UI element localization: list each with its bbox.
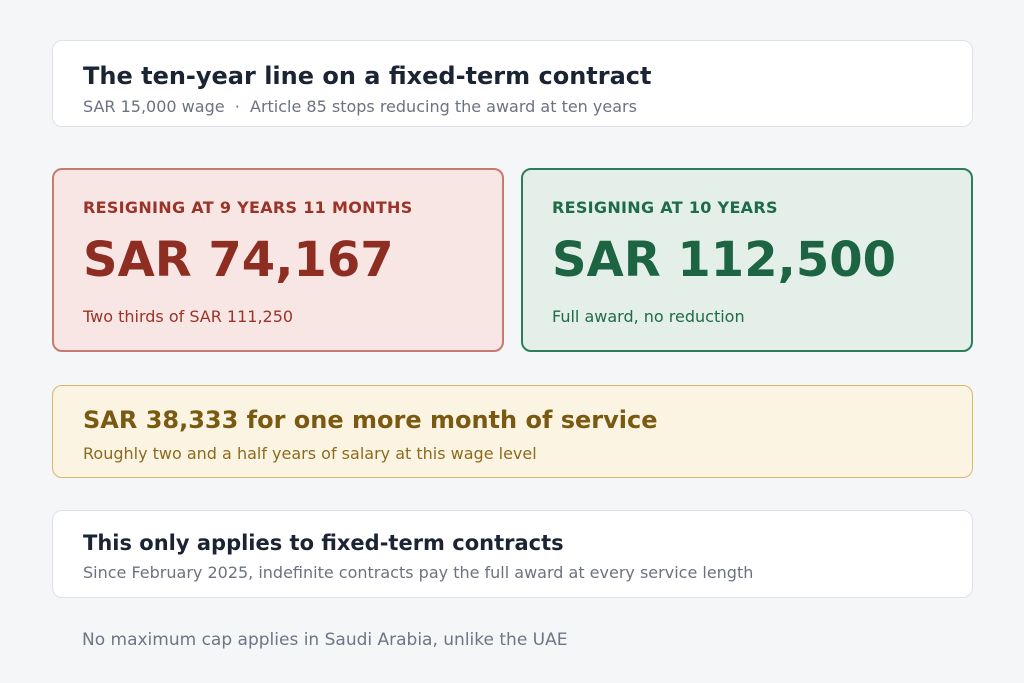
difference-card: SAR 38,333 for one more month of service… xyxy=(52,385,973,478)
difference-subtitle: Roughly two and a half years of salary a… xyxy=(83,444,537,463)
caveat-title: This only applies to fixed-term contract… xyxy=(83,531,564,555)
at-ten-years-card: RESIGNING AT 10 YEARS SAR 112,500 Full a… xyxy=(521,168,973,352)
page-title: The ten-year line on a fixed-term contra… xyxy=(83,62,652,90)
caveat-card: This only applies to fixed-term contract… xyxy=(52,510,973,598)
footer-note: No maximum cap applies in Saudi Arabia, … xyxy=(82,630,568,650)
caveat-subtitle: Since February 2025, indefinite contract… xyxy=(83,563,754,582)
before-label: RESIGNING AT 9 YEARS 11 MONTHS xyxy=(83,198,413,217)
after-value: SAR 112,500 xyxy=(552,232,897,288)
difference-title: SAR 38,333 for one more month of service xyxy=(83,406,658,434)
before-ten-years-card: RESIGNING AT 9 YEARS 11 MONTHS SAR 74,16… xyxy=(52,168,504,352)
before-note: Two thirds of SAR 111,250 xyxy=(83,307,294,326)
header-card: The ten-year line on a fixed-term contra… xyxy=(52,40,973,127)
after-label: RESIGNING AT 10 YEARS xyxy=(552,198,778,217)
before-value: SAR 74,167 xyxy=(83,232,394,288)
page-subtitle: SAR 15,000 wage · Article 85 stops reduc… xyxy=(83,97,637,116)
after-note: Full award, no reduction xyxy=(552,307,745,326)
